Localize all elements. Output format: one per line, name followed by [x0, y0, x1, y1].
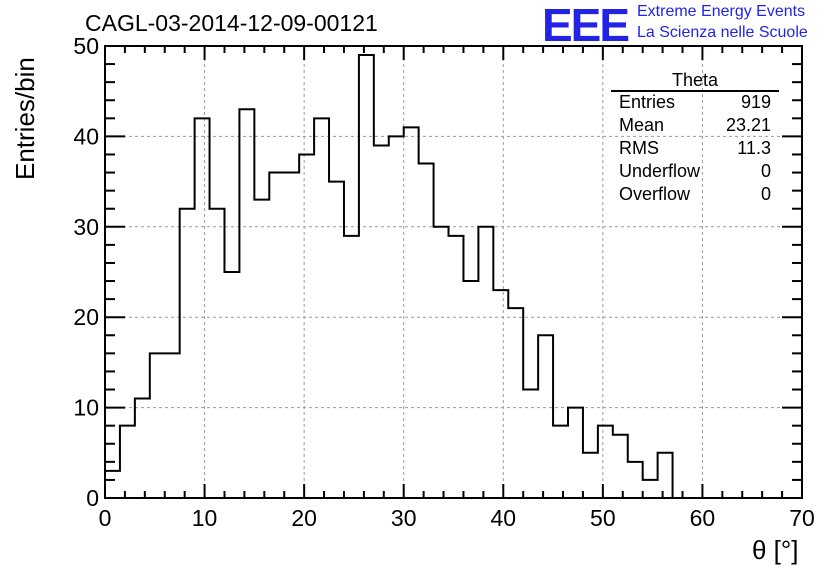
y-tick-label: 40 — [73, 123, 99, 149]
histogram-bin — [359, 55, 374, 498]
stats-title: Theta — [671, 70, 719, 90]
plot-frame — [104, 45, 803, 499]
stats-value: 23.21 — [725, 115, 771, 135]
histogram-bin — [568, 408, 583, 498]
stats-row: Entries 919 — [619, 92, 771, 114]
histogram-bin — [434, 227, 449, 498]
y-tick-label: 0 — [86, 485, 99, 511]
histogram-bin — [254, 200, 269, 498]
x-tick-label: 70 — [789, 505, 815, 531]
y-tick-label: 50 — [73, 33, 99, 59]
axes — [104, 45, 803, 499]
histogram-bin — [150, 353, 165, 498]
histogram-bin — [224, 272, 239, 498]
stats-row: Underflow 0 — [619, 161, 771, 183]
stats-key: Overflow — [619, 184, 691, 204]
histogram-bin — [314, 118, 329, 498]
x-tick-label: 60 — [690, 505, 716, 531]
stats-divider — [611, 90, 779, 92]
histogram-bin — [329, 182, 344, 498]
logo-line-2: La Scienza nelle Scuole — [637, 24, 808, 41]
x-tick-label: 20 — [291, 505, 317, 531]
histogram-outline — [104, 54, 674, 498]
stats-box: Theta Entries 919 Mean 23.21 RMS 11.3 Un… — [611, 68, 779, 208]
stats-row: Mean 23.21 — [619, 115, 771, 137]
stats-value: 919 — [740, 92, 771, 112]
stats-row: Overflow 0 — [619, 184, 771, 206]
stats-value: 0 — [760, 184, 771, 204]
y-tick-label: 10 — [73, 395, 99, 421]
histogram-bin — [508, 308, 523, 498]
stats-key: Entries — [619, 92, 676, 112]
histogram-bin — [210, 209, 225, 498]
tick-labels: 0 10 20 30 40 50 60 70 0 10 20 30 40 50 — [73, 33, 814, 531]
histogram-bin — [105, 471, 120, 498]
stats-key: Underflow — [619, 161, 701, 181]
histogram-bin — [180, 209, 195, 498]
stats-value: 0 — [760, 161, 771, 181]
histogram-bin — [195, 118, 210, 498]
grid — [105, 46, 802, 498]
stats-value: 11.3 — [737, 138, 771, 158]
chart-title: CAGL-03-2014-12-09-00121 — [85, 10, 378, 36]
histogram-bin — [299, 154, 314, 498]
x-tick-label: 30 — [391, 505, 417, 531]
histogram-bin — [419, 164, 434, 498]
histogram-bin — [284, 173, 299, 498]
histogram-bin — [404, 127, 419, 498]
histogram-bin — [598, 426, 613, 498]
histogram-bin — [658, 453, 673, 498]
histogram-bin — [463, 281, 478, 498]
x-tick-label: 0 — [99, 505, 112, 531]
x-axis-label: θ [°] — [752, 535, 799, 565]
y-tick-label: 20 — [73, 304, 99, 330]
stats-key: Mean — [619, 115, 665, 135]
histogram-bin — [120, 426, 135, 498]
histogram-bin — [493, 290, 508, 498]
histogram-bin — [135, 399, 150, 498]
eee-logo: EEE — [542, 0, 630, 51]
histogram-bin — [269, 173, 284, 498]
x-tick-label: 10 — [192, 505, 218, 531]
histogram-bin — [449, 236, 464, 498]
ticks — [104, 45, 803, 499]
histogram-bin — [643, 480, 658, 498]
histogram-bin — [553, 426, 568, 498]
histogram-bin — [374, 145, 389, 498]
histogram-bin — [538, 335, 553, 498]
y-axis-label: Entries/bin — [10, 57, 40, 180]
histogram-bin — [628, 462, 643, 498]
y-tick-label: 30 — [73, 214, 99, 240]
histogram-bin — [478, 227, 493, 498]
histogram-bin — [613, 435, 628, 498]
histogram-bin — [165, 353, 180, 498]
x-tick-label: 50 — [590, 505, 616, 531]
stats-key: RMS — [619, 138, 659, 158]
histogram-bars — [104, 54, 674, 498]
x-tick-label: 40 — [490, 505, 516, 531]
logo-line-1: Extreme Energy Events — [637, 3, 806, 20]
histogram-bin — [583, 453, 598, 498]
stats-row: RMS 11.3 — [619, 138, 771, 160]
histogram-bin — [523, 390, 538, 498]
histogram-bin — [344, 236, 359, 498]
histogram-bin — [239, 109, 254, 498]
